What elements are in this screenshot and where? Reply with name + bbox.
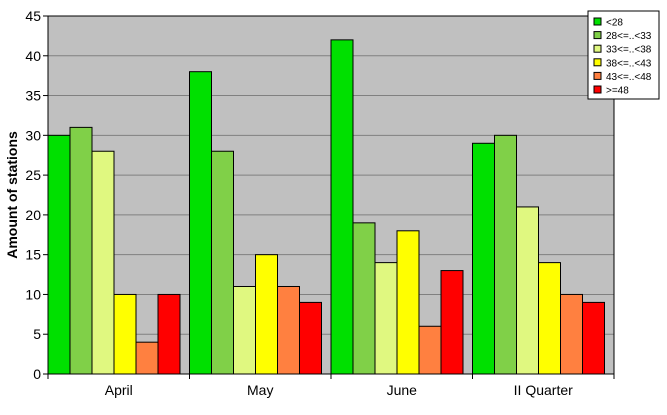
- x-tick-labels: April May June II Quarter: [105, 382, 573, 398]
- legend-swatch: [593, 44, 602, 53]
- y-tick-label: 35: [25, 88, 41, 104]
- bar: [233, 285, 256, 375]
- bars: [47, 39, 605, 375]
- bar: [299, 301, 322, 375]
- bar: [418, 325, 442, 375]
- legend-label: 28<=..<33: [606, 31, 652, 42]
- y-tick-label: 10: [25, 286, 41, 302]
- bar: [255, 254, 278, 375]
- bar: [277, 285, 300, 375]
- legend-box: [587, 10, 660, 100]
- bar: [135, 341, 159, 375]
- y-tick-label: 15: [25, 247, 41, 263]
- bar: [69, 126, 93, 375]
- bar: [91, 150, 115, 375]
- legend-label: 33<=..<38: [606, 45, 652, 56]
- bar: [330, 39, 354, 375]
- bar: [211, 150, 234, 375]
- y-axis-title: Amount of stations: [4, 131, 20, 259]
- legend: <28 28<=..<33 33<=..<38 38<=..<43 43<=..<48 >…: [587, 10, 660, 100]
- x-tick-label: II Quarter: [514, 382, 573, 398]
- y-tick-label: 0: [33, 366, 41, 382]
- bar: [538, 262, 561, 375]
- bar: [516, 206, 539, 375]
- bar: [560, 293, 583, 375]
- bar: [374, 262, 398, 375]
- legend-swatch: [593, 58, 602, 67]
- bar: [352, 222, 376, 375]
- y-tick-label: 30: [25, 127, 41, 143]
- bar: [396, 230, 420, 375]
- legend-swatch: [593, 31, 602, 40]
- x-tick-label: June: [387, 382, 418, 398]
- bar: [582, 301, 605, 375]
- legend-label: 38<=..<43: [606, 58, 652, 69]
- bar: [494, 134, 517, 375]
- bar: [189, 71, 212, 375]
- y-tick-label: 20: [25, 207, 41, 223]
- axes: [43, 15, 615, 379]
- legend-swatch: [593, 85, 602, 94]
- legend-label: 43<=..<48: [606, 72, 652, 83]
- legend-label: <28: [606, 18, 623, 29]
- y-tick-label: 25: [25, 167, 41, 183]
- x-tick-label: May: [247, 382, 273, 398]
- bar: [47, 134, 71, 375]
- legend-swatch: [593, 71, 602, 80]
- bar: [157, 293, 181, 375]
- bar: [440, 270, 464, 375]
- y-tick-label: 40: [25, 48, 41, 64]
- y-tick-label: 5: [33, 326, 41, 342]
- legend-swatch: [593, 17, 602, 26]
- y-tick-labels: 0 5 10 15 20 25 30 35 40 45: [25, 8, 41, 382]
- bar: [113, 293, 137, 375]
- y-tick-label: 45: [25, 8, 41, 24]
- legend-label: >=48: [606, 86, 629, 97]
- x-tick-label: April: [105, 382, 133, 398]
- bar: [472, 142, 495, 375]
